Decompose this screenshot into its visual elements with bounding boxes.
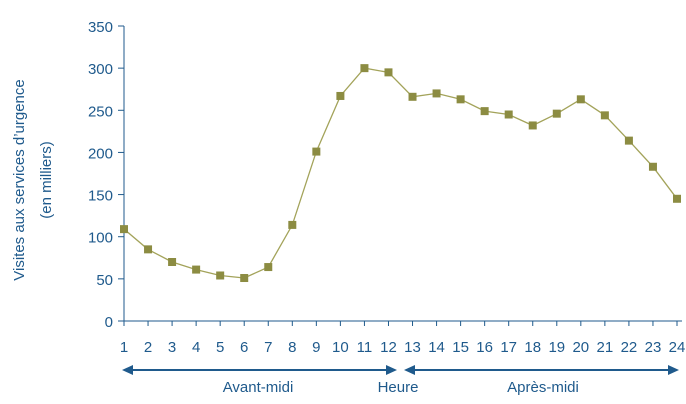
y-tick-label: 150: [88, 188, 113, 205]
data-point: [552, 109, 561, 118]
x-tick-label: 10: [332, 339, 349, 356]
data-point: [504, 110, 513, 119]
data-point: [264, 263, 273, 272]
x-tick-label: 17: [500, 339, 517, 356]
x-tick-label: 5: [216, 339, 224, 356]
x-tick-label: 20: [572, 339, 589, 356]
data-point: [168, 258, 177, 266]
data-point: [384, 68, 393, 77]
x-tick-label: 9: [312, 339, 320, 356]
afternoon-label: Après-midi: [507, 379, 579, 396]
data-point: [336, 91, 345, 100]
data-point: [528, 121, 537, 130]
x-axis: 1 2 3 4 5 6 7 8 9 10 11 12 13 14 15 16 17 18 19 20 21 22 23 24: [120, 320, 686, 356]
data-point: [432, 89, 441, 98]
x-tick-label: 3: [168, 339, 176, 356]
data-point: [216, 271, 225, 280]
x-tick-label: 2: [144, 339, 152, 356]
x-tick-label: 12: [380, 339, 397, 356]
data-point: [648, 162, 657, 171]
data-point: [360, 64, 369, 73]
x-tick-label: 23: [645, 339, 662, 356]
arrow-head-right: [668, 365, 679, 375]
x-tick-label: 8: [288, 339, 296, 356]
x-tick-label: 6: [240, 339, 248, 356]
data-point: [240, 274, 249, 283]
x-tick-label: 1: [120, 339, 128, 356]
y-tick-label: 200: [88, 145, 113, 162]
x-tick-label: 14: [428, 339, 445, 356]
y-axis: 0 50 100 150 200 250 300 350: [88, 19, 125, 331]
plot-area: [120, 64, 681, 283]
x-tick-label: 18: [524, 339, 541, 356]
y-tick-label: 300: [88, 61, 113, 78]
data-point: [288, 220, 297, 229]
arrow-head-left: [122, 365, 133, 375]
data-point: [120, 225, 128, 234]
period-arrows: [122, 365, 679, 375]
series-line: [123, 67, 678, 279]
data-point: [624, 136, 633, 145]
y-tick-label: 100: [88, 230, 113, 247]
arrow-head-left: [404, 365, 415, 375]
x-tick-label: 24: [669, 339, 686, 356]
morning-label: Avant-midi: [223, 379, 294, 396]
y-tick-label: 0: [105, 314, 113, 331]
data-point: [192, 265, 201, 274]
x-tick-label: 7: [264, 339, 272, 356]
x-tick-label: 22: [621, 339, 638, 356]
arrow-head-right: [386, 365, 397, 375]
x-tick-label: 16: [476, 339, 493, 356]
x-tick-label: 15: [452, 339, 469, 356]
y-axis-unit-label: (en milliers): [38, 141, 55, 219]
data-point: [673, 194, 681, 203]
data-point: [480, 107, 489, 116]
data-point: [312, 147, 321, 156]
x-tick-label: 13: [404, 339, 421, 356]
x-tick-label: 21: [597, 339, 614, 356]
data-point: [576, 95, 585, 104]
data-point: [408, 92, 417, 101]
data-point: [600, 111, 609, 120]
x-tick-label: 19: [548, 339, 565, 356]
x-axis-label: Heure: [378, 379, 419, 396]
x-tick-label: 4: [192, 339, 200, 356]
y-tick-label: 50: [96, 272, 113, 289]
y-tick-label: 350: [88, 19, 113, 36]
x-tick-label: 11: [357, 339, 373, 356]
y-axis-title: Visites aux services d’urgence (en milli…: [11, 79, 55, 281]
data-point: [144, 245, 153, 254]
y-axis-label: Visites aux services d’urgence: [11, 79, 28, 281]
y-tick-label: 250: [88, 103, 113, 120]
data-point: [456, 95, 465, 104]
